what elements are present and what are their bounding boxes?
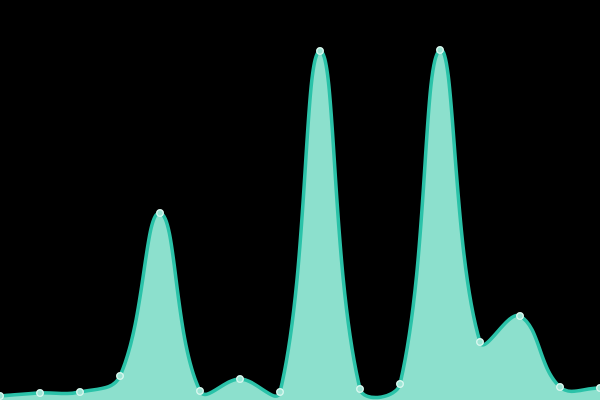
data-point-marker[interactable] bbox=[476, 338, 485, 347]
series-area-fill bbox=[0, 49, 600, 400]
data-point-marker[interactable] bbox=[516, 312, 525, 321]
data-point-marker[interactable] bbox=[316, 47, 325, 56]
data-point-marker[interactable] bbox=[195, 387, 204, 396]
data-point-marker[interactable] bbox=[75, 388, 84, 397]
data-point-marker[interactable] bbox=[0, 392, 4, 400]
data-point-marker[interactable] bbox=[235, 375, 244, 384]
data-point-marker[interactable] bbox=[155, 208, 164, 217]
data-point-marker[interactable] bbox=[115, 372, 124, 381]
data-point-marker[interactable] bbox=[396, 380, 405, 389]
data-point-marker[interactable] bbox=[36, 389, 45, 398]
area-chart-series bbox=[0, 46, 600, 400]
data-point-marker[interactable] bbox=[596, 384, 600, 392]
data-point-marker[interactable] bbox=[556, 383, 565, 392]
data-point-marker[interactable] bbox=[276, 388, 285, 397]
data-point-marker[interactable] bbox=[436, 46, 445, 55]
data-point-marker[interactable] bbox=[356, 385, 365, 394]
